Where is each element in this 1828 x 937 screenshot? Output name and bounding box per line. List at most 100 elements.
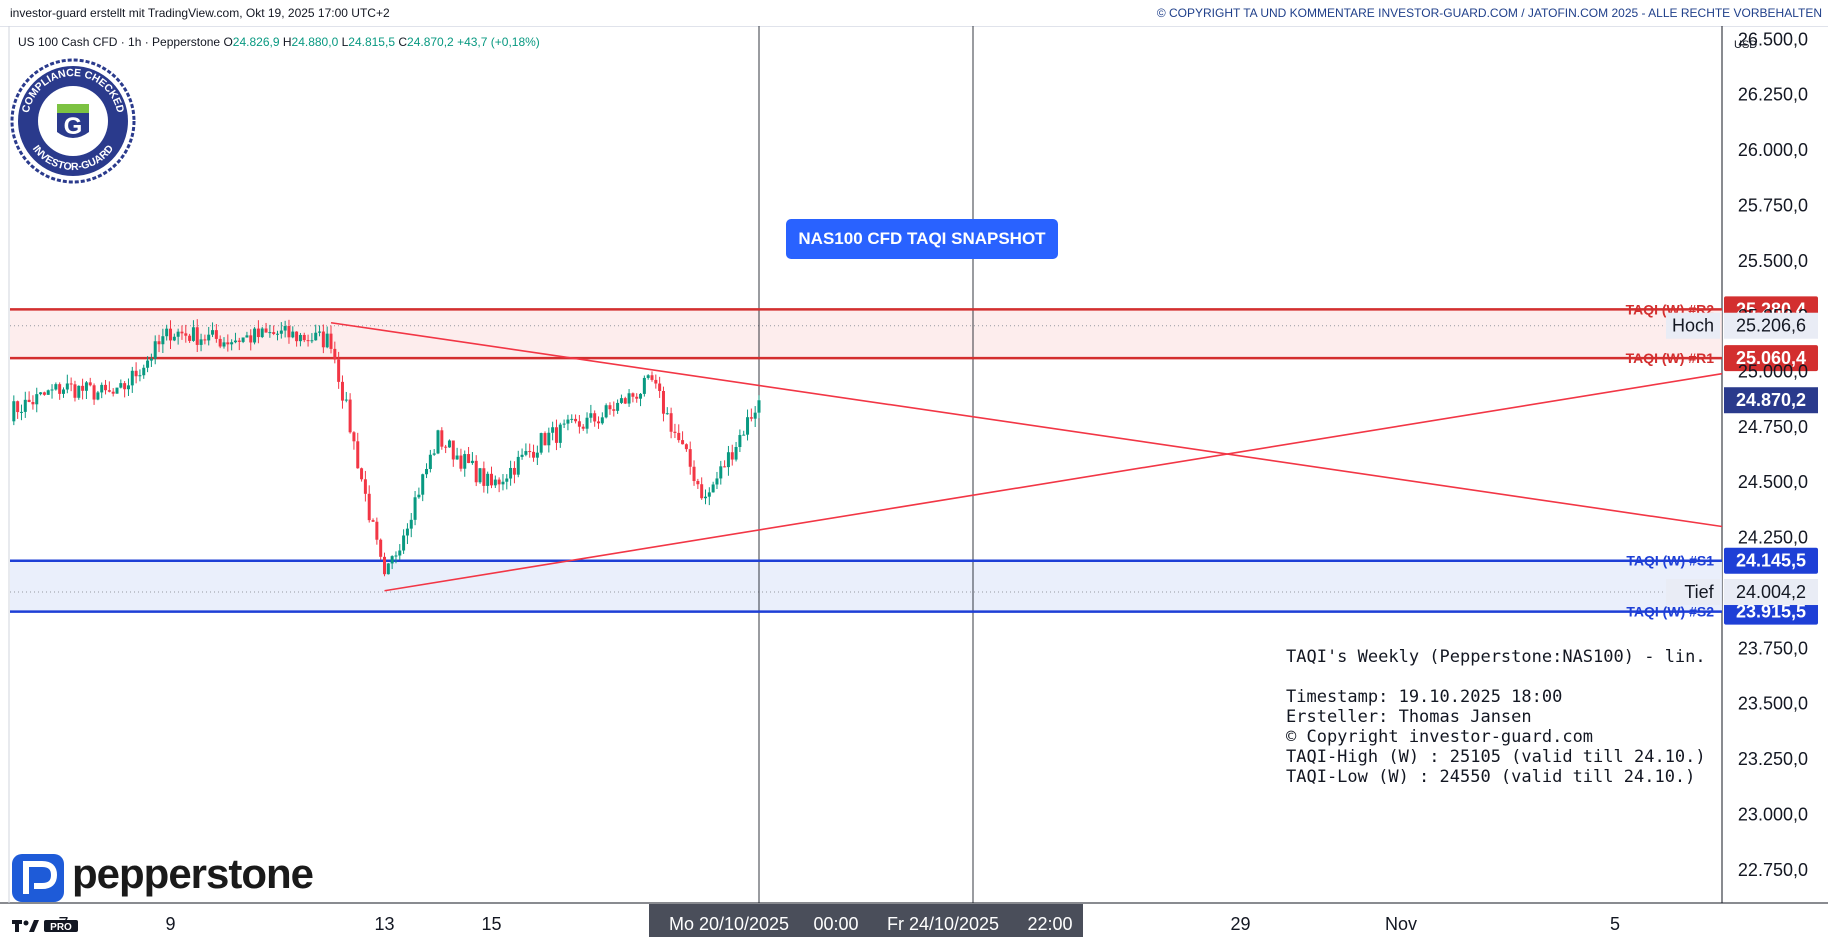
candle-body [27,399,31,402]
candle-body [608,405,612,410]
candle-body [46,390,50,395]
open-key: O [223,35,233,49]
candle-body [310,340,314,342]
candle-body [276,333,279,335]
candle-body [84,382,88,391]
trendline [330,321,1723,528]
candle-body [176,331,180,337]
pepperstone-icon [12,854,64,902]
candle-body [119,383,123,388]
candle-body [444,446,448,448]
price-tick-label: 26.500,0 [1738,29,1808,49]
candle-body [493,479,497,486]
candle-body [19,411,23,413]
candle-body [379,539,383,557]
low-tag-bg [1666,579,1720,606]
time-tick-label: 29 [1230,914,1250,934]
candle-body [635,396,639,399]
candle-body [268,332,272,334]
candle-body [195,327,199,345]
candle-body [295,331,299,342]
candle-body [631,393,635,397]
candle-body [696,481,700,485]
candle-body [77,385,81,398]
info-line: Timestamp: 19.10.2025 18:00 [1286,687,1563,707]
support-zone [10,560,1722,612]
candle-body [417,494,421,498]
candle-body [325,333,329,348]
trendline [384,372,1723,592]
candle-body [428,454,432,469]
candle-body [711,484,715,493]
price-tick-label: 22.750,0 [1738,860,1808,880]
candle-body [367,493,371,521]
candle-body [138,375,142,377]
level-name-label: TAQI (W) #R1 [1626,350,1715,366]
candle-body [684,444,688,450]
info-line: Ersteller: Thomas Jansen [1286,707,1532,727]
price-tick-label: 24.500,0 [1738,472,1808,492]
ohlc-legend: US 100 Cash CFD · 1h · Pepperstone O 24.8… [18,35,540,49]
candle-body [272,332,276,334]
candle-body [115,387,119,394]
tradingview-logo-icon[interactable]: PRO [12,918,82,934]
price-tick-label: 23.750,0 [1738,638,1808,658]
candle-body [386,563,390,575]
cursor-time-tag [649,904,869,937]
price-tick-label: 24.750,0 [1738,417,1808,437]
candle-body [440,430,444,447]
candle-body [42,392,46,395]
candle-body [581,426,585,429]
candle-body [88,382,92,386]
candle-body [134,370,138,377]
candle-body [562,423,566,425]
candle-body [409,519,413,529]
candle-body [321,331,325,348]
candle-body [188,335,192,341]
candle-body [344,399,348,401]
candle-body [157,341,161,345]
cursor-time-text: 00:00 [813,914,858,934]
price-tick-label: 23.250,0 [1738,749,1808,769]
info-title: TAQI's Weekly (Pepperstone:NAS100) - lin… [1286,647,1706,667]
high-price-text: 25.206,6 [1736,316,1806,336]
candle-body [279,330,283,334]
price-tick-label: 23.000,0 [1738,804,1808,824]
candle-body [287,326,291,338]
low-tag-label: Tief [1684,582,1714,602]
candle-body [50,389,54,391]
candle-body [547,432,551,446]
cursor-time-text: 22:00 [1027,914,1072,934]
snapshot-label: NAS100 CFD TAQI SNAPSHOT [786,219,1058,259]
candle-body [654,379,658,384]
candle-body [619,398,623,403]
candle-body [627,393,631,404]
candle-body [490,473,493,486]
candle-body [681,440,685,445]
candle-body [715,478,719,485]
candle-body [405,528,409,536]
candle-body [497,479,501,485]
candle-body [574,418,578,422]
price-tick-label: 25.000,0 [1738,361,1808,381]
compliance-badge-logo: COMPLIANCE CHECKED INVESTOR-GUARD G [10,58,136,184]
candle-body [314,332,318,341]
info-box: TAQI's Weekly (Pepperstone:NAS100) - lin… [1286,647,1706,787]
symbol-label[interactable]: US 100 Cash CFD · 1h · Pepperstone [18,35,221,49]
candle-body [360,468,364,480]
resistance-zone [10,309,1722,359]
candle-body [16,401,20,413]
candle-body [665,413,669,415]
close-value: 24.870,2 [407,35,454,49]
candle-body [130,370,134,386]
candle-body [23,399,27,412]
candle-body [69,383,73,385]
candle-body [142,367,146,376]
candle-body [107,390,111,392]
level-price-tag [1724,598,1818,625]
candle-body [719,466,723,479]
candle-body [241,337,245,342]
high-tag-label: Hoch [1672,316,1714,336]
candle-body [81,385,85,391]
